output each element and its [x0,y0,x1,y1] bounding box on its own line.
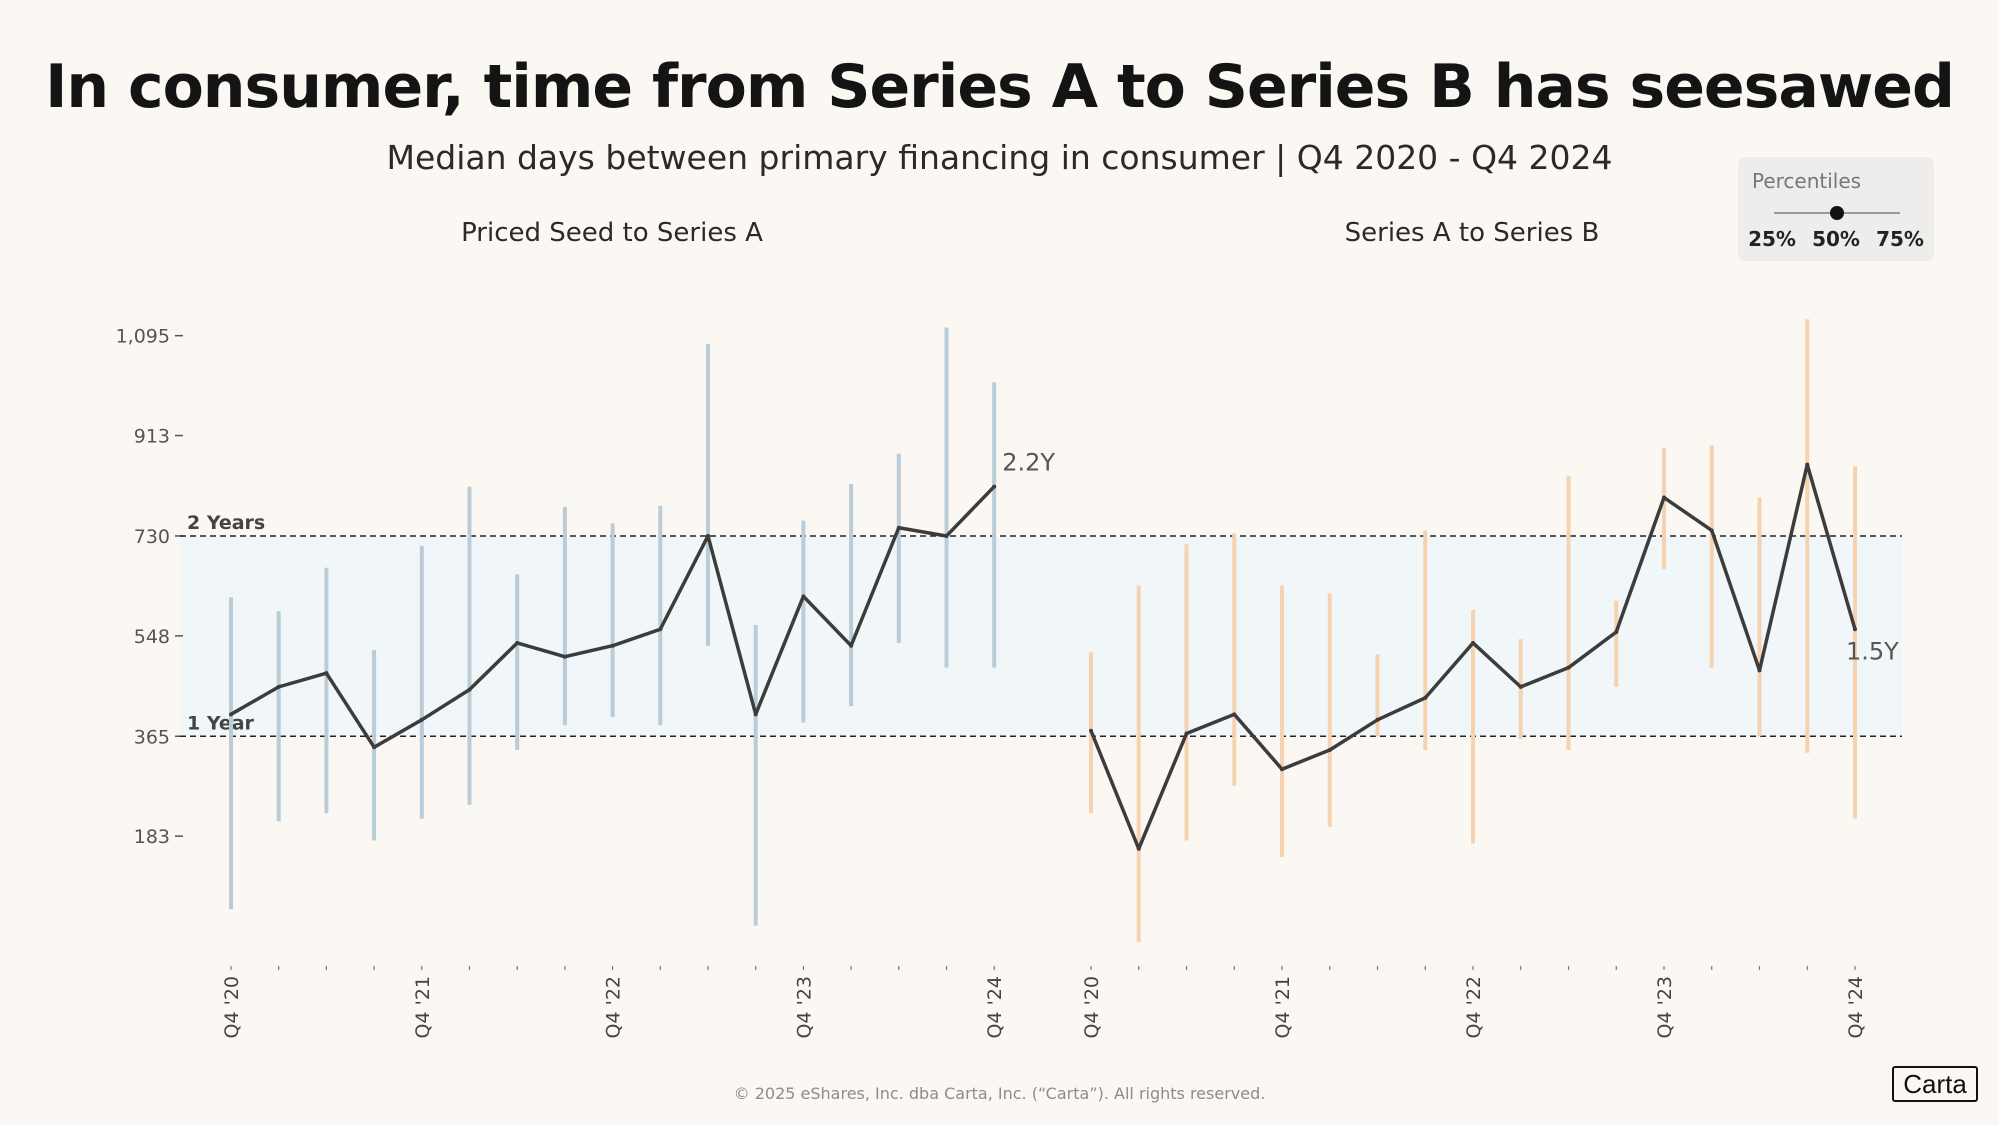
median-point [1614,630,1619,634]
reference-line-label: 2 Years [187,512,265,534]
median-point [1757,668,1762,673]
y-tick-label: 1,095 [116,326,170,348]
median-point [1423,695,1428,700]
median-point [1709,528,1714,533]
median-point [706,533,710,538]
x-tick-label: Q4 '21 [1272,976,1294,1038]
percentile-title: Percentiles [1752,169,1862,193]
median-point [944,533,949,538]
percentile-slider-handle[interactable] [1830,206,1844,220]
median-point [1089,728,1093,733]
panel-title-seed-to-a: Priced Seed to Series A [461,218,763,248]
median-point [610,643,615,648]
x-tick-label: Q4 '20 [1081,976,1103,1038]
median-point [1805,462,1810,467]
median-point [419,717,424,722]
y-tick-label: 730 [134,526,170,548]
page-title: In consumer, time from Series A to Serie… [45,52,1955,122]
percentile-option-75[interactable]: 75% [1876,227,1924,251]
percentile-option-25[interactable]: 25% [1748,227,1796,251]
x-tick-label: Q4 '20 [221,976,243,1038]
median-point [467,687,472,692]
y-tick-label: 365 [134,726,170,748]
median-point [562,654,567,659]
page-subtitle: Median days between primary financing in… [386,138,1613,177]
median-point [1662,495,1666,500]
median-point [896,525,901,530]
median-point [515,640,520,645]
median-point [276,684,281,689]
median-point [1853,627,1857,632]
median-point [1280,767,1284,772]
median-point [1518,684,1523,689]
x-tick-label: Q4 '22 [1463,976,1485,1038]
percentile-control: Percentiles 25% 50% 75% [1738,157,1934,261]
end-value-label: 1.5Y [1846,637,1899,665]
median-point [849,643,854,648]
median-point [992,484,997,489]
median-point [1471,640,1475,645]
median-point [1184,731,1189,736]
median-point [753,712,758,717]
x-tick-label: Q4 '23 [1654,976,1676,1038]
copyright-notice: © 2025 eShares, Inc. dba Carta, Inc. (“C… [733,1084,1266,1103]
x-tick-label: Q4 '24 [984,976,1006,1038]
y-tick-label: 548 [134,626,170,648]
median-point [229,712,233,717]
one-to-two-year-band [180,535,1902,737]
median-point [1327,747,1332,752]
reference-line-label: 1 Year [187,712,255,734]
median-point [1566,665,1571,670]
y-tick-label: 913 [134,426,170,448]
median-point [324,671,329,676]
median-point [1232,712,1237,717]
median-point [658,627,663,632]
median-point [1375,717,1380,722]
percentile-option-50[interactable]: 50% [1812,227,1860,251]
median-point [1136,846,1141,851]
median-point [372,745,377,750]
panel-title-a-to-b: Series A to Series B [1344,218,1600,248]
x-tick-label: Q4 '21 [412,976,434,1038]
x-tick-label: Q4 '22 [603,976,625,1038]
carta-logo: Carta [1892,1066,1978,1102]
end-value-label: 2.2Y [1002,449,1055,477]
x-tick-label: Q4 '24 [1845,976,1867,1038]
y-tick-label: 183 [134,826,170,848]
median-point [801,594,806,599]
x-tick-label: Q4 '23 [793,976,815,1038]
